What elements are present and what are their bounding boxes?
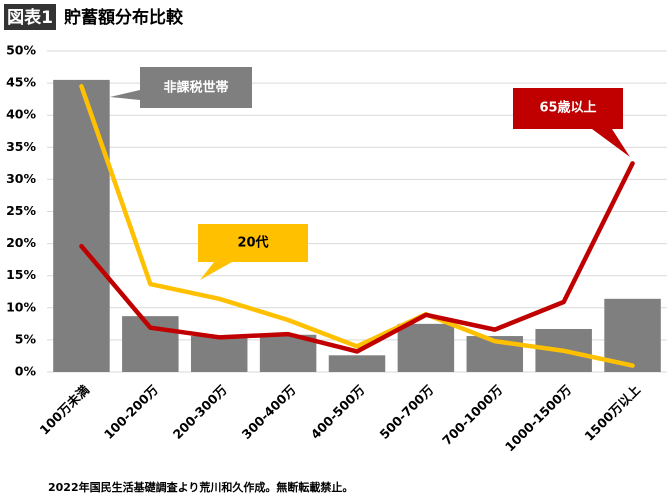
y-tick-label: 0% xyxy=(15,364,37,379)
y-tick-label: 50% xyxy=(6,43,36,58)
x-tick-label: 100-200万 xyxy=(101,382,161,442)
y-tick-label: 45% xyxy=(6,75,36,90)
y-tick-label: 35% xyxy=(6,139,36,154)
x-tick-label: 100万未満 xyxy=(36,382,92,438)
y-tick-label: 30% xyxy=(6,171,36,186)
callout-box xyxy=(513,88,630,157)
x-tick-label: 400-500万 xyxy=(308,382,368,442)
y-tick-label: 20% xyxy=(6,235,36,250)
title-badge xyxy=(4,4,56,30)
bar xyxy=(397,323,455,372)
x-tick-label: 1000-1500万 xyxy=(502,382,574,454)
x-tick-label: 700-1000万 xyxy=(439,382,505,448)
source-note: 2022年国民生活基礎調査より荒川和久作成。無断転載禁止。 xyxy=(48,480,353,494)
bar xyxy=(53,79,110,372)
x-tick-label: 500-700万 xyxy=(376,382,436,442)
line xyxy=(79,161,635,354)
chart-title: 貯蓄額分布比較 xyxy=(64,7,184,28)
line xyxy=(79,84,635,368)
x-tick-label: 300-400万 xyxy=(239,382,299,442)
legend-label: 65歳以上 xyxy=(539,100,596,116)
title-label: 図表1 xyxy=(7,7,53,28)
y-tick-label: 15% xyxy=(6,267,36,282)
x-tick-label: 1500万以上 xyxy=(581,382,643,444)
y-tick-label: 40% xyxy=(6,107,36,122)
bar xyxy=(328,355,386,372)
callout-box xyxy=(198,224,308,280)
y-tick-label: 25% xyxy=(6,203,36,218)
callout-box xyxy=(110,67,252,108)
legend-label: 20代 xyxy=(237,235,268,251)
legend-label: 非課税世帯 xyxy=(163,80,228,96)
bar xyxy=(190,336,248,372)
y-tick-label: 5% xyxy=(15,331,37,346)
y-tick-label: 10% xyxy=(6,299,36,314)
x-tick-label: 200-300万 xyxy=(170,382,230,442)
callouts: 非課税世帯 20代 65歳以上 xyxy=(110,67,630,280)
